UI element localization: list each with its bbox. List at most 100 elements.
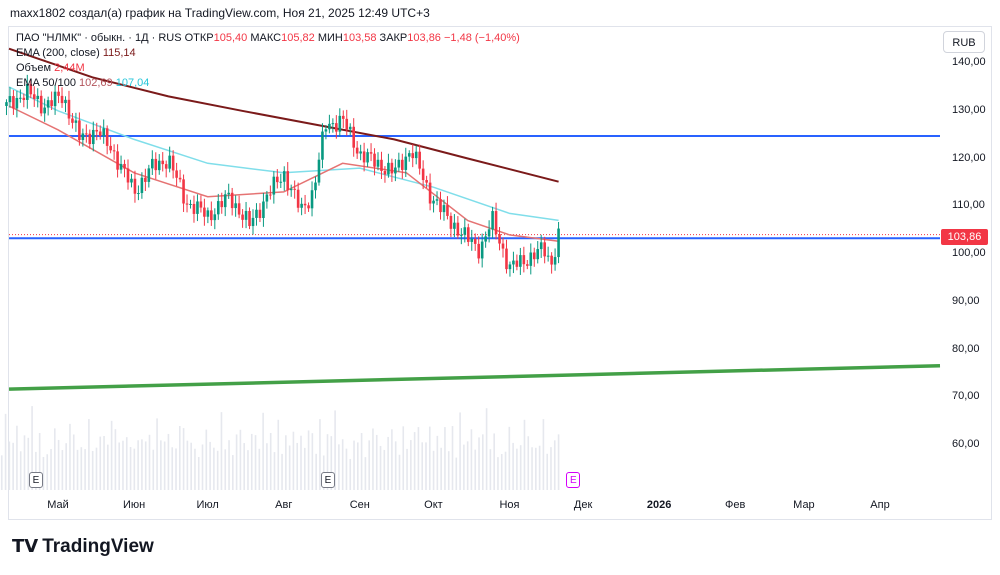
volume-bar — [292, 431, 295, 490]
volume-bar — [341, 439, 344, 490]
volume-bar — [152, 449, 155, 490]
candle-body — [331, 123, 335, 125]
candle-body — [182, 179, 185, 204]
candle-body — [303, 203, 307, 206]
candle-body — [387, 162, 390, 175]
volume-bar — [107, 444, 109, 490]
candle-body — [369, 152, 373, 154]
earnings-event-icon[interactable]: E — [28, 472, 43, 488]
volume-bar — [23, 435, 26, 490]
volume-bar — [447, 451, 450, 490]
candle-body — [529, 252, 533, 266]
tradingview-logo[interactable]: 𝗧𝗩 TradingView — [12, 536, 154, 558]
volume-bar — [76, 449, 79, 490]
volume-bar — [16, 425, 18, 490]
candle-body — [81, 133, 85, 141]
candle-body — [137, 193, 140, 195]
volume-bar — [387, 436, 389, 490]
x-tick-label: Мар — [793, 499, 815, 511]
legend-ema50-100-row[interactable]: EMA 50/100 102,69 107,04 — [16, 76, 520, 91]
legend-symbol[interactable]: ПАО "НЛМК" · обыкн. · 1Д · RUS — [16, 32, 182, 44]
upcoming-event-icon[interactable]: E — [566, 472, 581, 488]
volume-bar — [91, 450, 94, 490]
volume-bar — [288, 445, 291, 490]
volume-bar — [459, 412, 461, 490]
volume-bar — [417, 427, 420, 490]
volume-bar — [436, 435, 439, 490]
candle-body — [289, 188, 293, 191]
candle-body — [470, 238, 474, 242]
x-tick-label: Май — [47, 499, 69, 511]
volume-bar — [95, 447, 98, 490]
volume-bar — [372, 428, 374, 490]
candle-body — [227, 192, 230, 195]
candle-body — [480, 241, 484, 259]
volume-bar — [315, 453, 317, 490]
candle-body — [494, 211, 498, 235]
legend-ema200-label: EMA (200, close) — [16, 47, 100, 59]
candle-body — [64, 99, 67, 104]
candle-body — [446, 205, 449, 216]
candle-body — [36, 95, 40, 100]
volume-bar — [508, 426, 511, 490]
candle-body — [133, 178, 137, 194]
volume-bar — [84, 449, 86, 490]
candle-body — [487, 229, 491, 237]
volume-bar — [12, 442, 14, 490]
volume-bar — [114, 429, 117, 490]
candle-body — [338, 115, 342, 132]
x-tick-label: Ноя — [499, 499, 520, 511]
volume-bar — [364, 457, 367, 490]
volume-bar — [527, 436, 530, 490]
legend-high-label: МАКС — [250, 32, 282, 44]
legend-ema200-row[interactable]: EMA (200, close) 115,14 — [16, 46, 520, 61]
last-price-badge: 103,86 — [941, 229, 988, 245]
candle-body — [98, 131, 102, 136]
volume-bar — [478, 437, 480, 490]
candle-body — [300, 203, 303, 208]
candle-body — [418, 151, 421, 169]
volume-bar — [489, 449, 492, 490]
candle-body — [164, 164, 168, 169]
candle-body — [248, 210, 251, 227]
x-tick-label: 2026 — [646, 499, 672, 511]
candle-body — [119, 163, 123, 170]
volume-bar — [277, 419, 280, 490]
candle-body — [442, 205, 446, 213]
volume-bar — [368, 440, 370, 490]
legend-change: −1,48 (−1,40%) — [444, 32, 520, 44]
currency-selector[interactable]: RUB — [943, 31, 985, 53]
candle-body — [46, 100, 50, 108]
candle-body — [234, 203, 237, 209]
x-tick-label: Дек — [573, 499, 593, 511]
candle-body — [130, 178, 133, 183]
candle-body — [394, 167, 397, 174]
candle-body — [88, 133, 92, 145]
candle-body — [189, 203, 192, 205]
volume-bar — [69, 423, 71, 490]
x-tick-label: Июл — [196, 499, 219, 511]
volume-bar — [296, 442, 299, 490]
legend-close-label: ЗАКР — [379, 32, 408, 44]
legend-volume-row[interactable]: Объем 2,44M — [16, 61, 520, 76]
candle-body — [546, 255, 550, 257]
candle-body — [473, 238, 477, 244]
candle-body — [22, 97, 26, 100]
earnings-event-icon[interactable]: E — [320, 472, 335, 488]
ema100-line — [8, 86, 559, 222]
y-tick-label: 120,00 — [952, 151, 986, 164]
candle-body — [140, 177, 144, 194]
legend-ema50-value: 102,69 — [79, 77, 113, 89]
candle-body — [380, 159, 383, 171]
legend-volume-value: 2,44M — [54, 62, 85, 74]
volume-bar — [466, 441, 469, 490]
volume-bar — [273, 452, 276, 490]
volume-bar — [35, 451, 37, 490]
legend-open-label: ОТКР — [184, 32, 214, 44]
volume-bar — [451, 426, 454, 490]
volume-bar — [326, 434, 329, 490]
candle-body — [282, 171, 286, 182]
candle-body — [539, 242, 543, 250]
volume-bar — [542, 419, 545, 490]
